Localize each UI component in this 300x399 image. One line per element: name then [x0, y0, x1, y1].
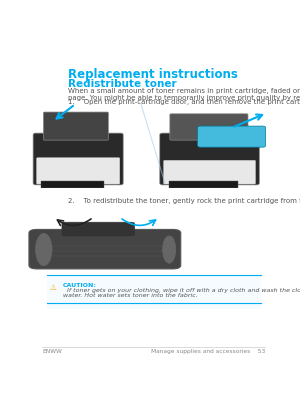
Text: If toner gets on your clothing, wipe it off with a dry cloth and wash the clothi: If toner gets on your clothing, wipe it … [63, 288, 300, 298]
Text: ⚠: ⚠ [49, 283, 56, 292]
Ellipse shape [163, 236, 176, 263]
FancyBboxPatch shape [164, 160, 256, 184]
Text: ENWW: ENWW [42, 349, 62, 354]
Text: Replacement instructions: Replacement instructions [68, 68, 238, 81]
FancyBboxPatch shape [29, 229, 181, 269]
Text: 1.    Open the print-cartridge door, and then remove the print cartridge.: 1. Open the print-cartridge door, and th… [68, 99, 300, 105]
Text: Redistribute toner: Redistribute toner [68, 79, 176, 89]
FancyBboxPatch shape [170, 114, 248, 140]
FancyBboxPatch shape [47, 275, 261, 309]
FancyBboxPatch shape [169, 182, 238, 188]
Text: 2.    To redistribute the toner, gently rock the print cartridge from front to b: 2. To redistribute the toner, gently roc… [68, 198, 300, 204]
Text: When a small amount of toner remains in print cartridge, faded or light areas mi: When a small amount of toner remains in … [68, 88, 300, 101]
FancyBboxPatch shape [198, 126, 266, 147]
Text: CAUTION:: CAUTION: [63, 283, 97, 288]
FancyBboxPatch shape [33, 133, 123, 185]
Text: Manage supplies and accessories    53: Manage supplies and accessories 53 [151, 349, 266, 354]
FancyBboxPatch shape [44, 112, 108, 140]
Ellipse shape [35, 233, 52, 266]
FancyBboxPatch shape [62, 222, 135, 236]
FancyBboxPatch shape [41, 180, 104, 188]
FancyBboxPatch shape [160, 133, 259, 185]
FancyBboxPatch shape [37, 158, 120, 184]
